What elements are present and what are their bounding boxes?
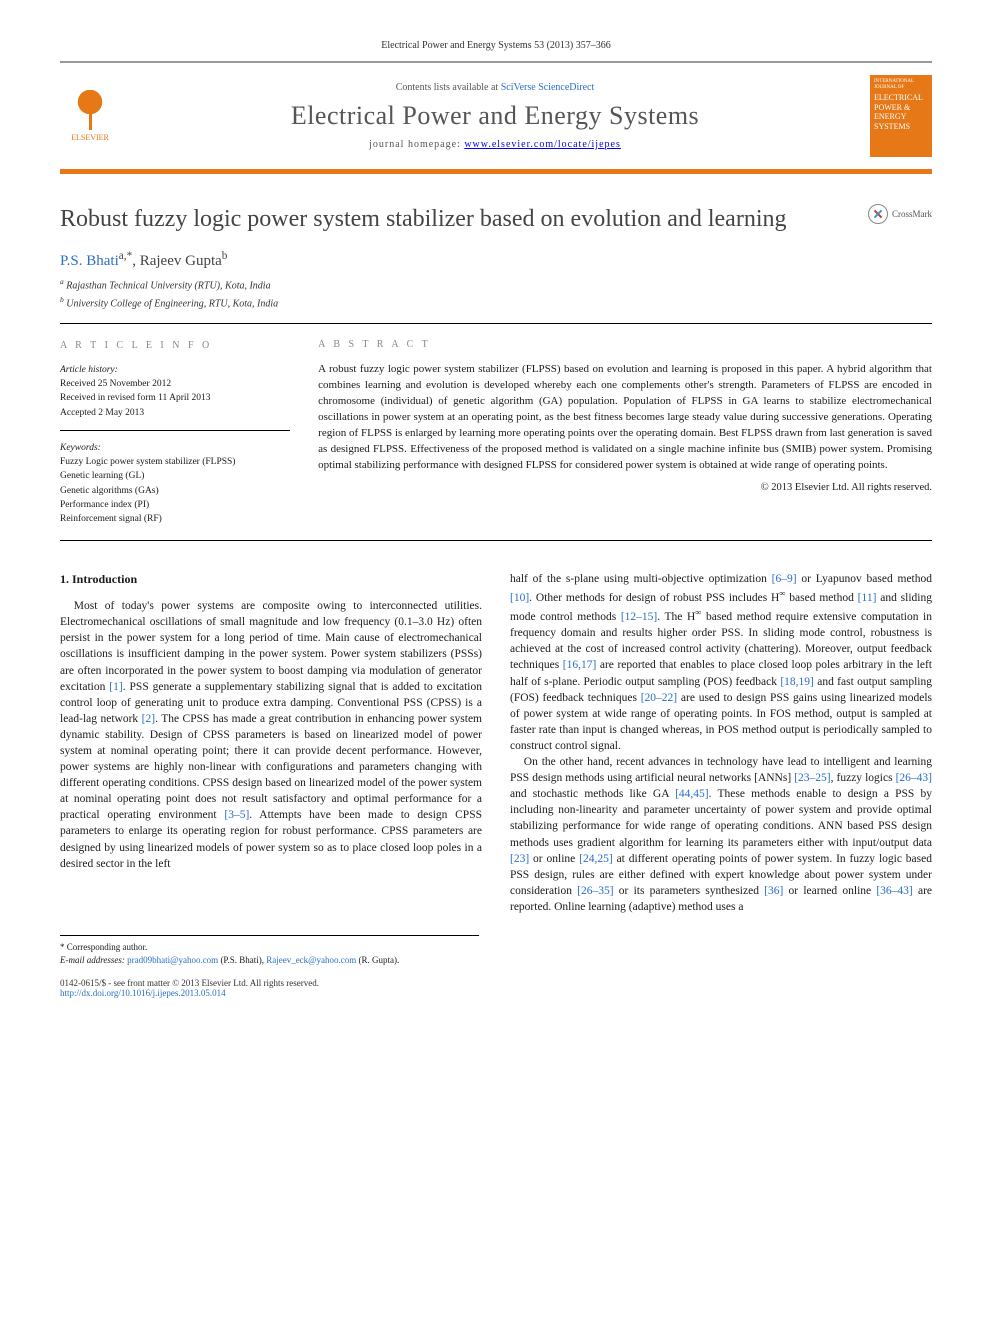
abstract-heading: A B S T R A C T — [318, 338, 932, 353]
keywords-label: Keywords: — [60, 441, 290, 455]
email-2-who: (R. Gupta). — [356, 955, 399, 965]
email-label: E-mail addresses: — [60, 955, 127, 965]
title-row: Robust fuzzy logic power system stabiliz… — [60, 204, 932, 235]
journal-title: Electrical Power and Energy Systems — [120, 101, 870, 131]
ref-12-15-link[interactable]: [12–15] — [621, 611, 657, 623]
journal-header-box: ELSEVIER Contents lists available at Sci… — [60, 61, 932, 174]
info-abstract-row: A R T I C L E I N F O Article history: R… — [60, 323, 932, 542]
contents-lists-line: Contents lists available at SciVerse Sci… — [120, 82, 870, 93]
intro-paragraph-right-1: half of the s-plane using multi-objectiv… — [510, 571, 932, 754]
journal-reference: Electrical Power and Energy Systems 53 (… — [60, 40, 932, 51]
author-sep: , Rajeev Gupta — [132, 253, 222, 269]
crossmark-label: CrossMark — [892, 209, 932, 219]
issn-copyright: 0142-0615/$ - see front matter © 2013 El… — [60, 978, 319, 988]
homepage-link[interactable]: www.elsevier.com/locate/ijepes — [464, 139, 621, 150]
contents-prefix: Contents lists available at — [396, 82, 501, 93]
ref-11-link[interactable]: [11] — [858, 592, 877, 604]
ref-26-43-link[interactable]: [26–43] — [896, 772, 932, 784]
email-1-link[interactable]: prad09bhati@yahoo.com — [127, 955, 218, 965]
r2: or Lyapunov based method — [797, 573, 932, 585]
r4: based method — [785, 592, 857, 604]
elsevier-logo: ELSEVIER — [60, 81, 120, 151]
r6: . The H — [657, 611, 695, 623]
email-addresses-line: E-mail addresses: prad09bhati@yahoo.com … — [60, 954, 479, 967]
right-column: half of the s-plane using multi-objectiv… — [510, 571, 932, 915]
corresponding-author-note: * Corresponding author. — [60, 941, 479, 954]
homepage-prefix: journal homepage: — [369, 139, 464, 150]
article-title: Robust fuzzy logic power system stabiliz… — [60, 204, 868, 235]
r1: half of the s-plane using multi-objectiv… — [510, 573, 772, 585]
author-2-sup: b — [222, 250, 228, 262]
doi-link[interactable]: http://dx.doi.org/10.1016/j.ijepes.2013.… — [60, 988, 226, 998]
revised-date: Received in revised form 11 April 2013 — [60, 391, 290, 405]
ref-36-link[interactable]: [36] — [764, 885, 783, 897]
left-column: 1. Introduction Most of today's power sy… — [60, 571, 482, 915]
journal-cover-thumbnail: INTERNATIONAL JOURNAL OF ELECTRICAL POWE… — [870, 75, 932, 157]
ref-23-25-link[interactable]: [23–25] — [794, 772, 830, 784]
body-columns: 1. Introduction Most of today's power sy… — [60, 571, 932, 915]
author-1-link[interactable]: P.S. Bhati — [60, 253, 119, 269]
keyword-2: Genetic learning (GL) — [60, 469, 290, 483]
ref-44-45-link[interactable]: [44,45] — [675, 788, 709, 800]
publisher-name: ELSEVIER — [71, 133, 109, 142]
author-1-sup: a,* — [119, 250, 132, 262]
ref-2-link[interactable]: [2] — [142, 713, 155, 725]
sciencedirect-link[interactable]: SciVerse ScienceDirect — [501, 82, 595, 93]
ref-24-25-link[interactable]: [24,25] — [579, 853, 613, 865]
ref-1-link[interactable]: [1] — [109, 681, 122, 693]
article-info-column: A R T I C L E I N F O Article history: R… — [60, 324, 304, 541]
ref-20-22-link[interactable]: [20–22] — [641, 692, 677, 704]
s2: , fuzzy logics — [831, 772, 896, 784]
email-2-link[interactable]: Rajeev_eck@yahoo.com — [266, 955, 356, 965]
s8: or learned online — [783, 885, 876, 897]
cover-main-text: ELECTRICAL POWER & ENERGY SYSTEMS — [874, 93, 928, 131]
abstract-copyright: © 2013 Elsevier Ltd. All rights reserved… — [318, 480, 932, 495]
ref-18-19-link[interactable]: [18,19] — [780, 676, 814, 688]
cover-top-text: INTERNATIONAL JOURNAL OF — [874, 79, 928, 91]
abstract-text: A robust fuzzy logic power system stabil… — [318, 362, 932, 474]
t3: . The CPSS has made a great contribution… — [60, 713, 482, 822]
keyword-5: Reinforcement signal (RF) — [60, 512, 290, 526]
ref-26-35-link[interactable]: [26–35] — [577, 885, 613, 897]
ref-6-9-link[interactable]: [6–9] — [772, 573, 797, 585]
ref-10-link[interactable]: [10] — [510, 592, 529, 604]
aff-a-text: Rajasthan Technical University (RTU), Ko… — [66, 281, 270, 292]
r3: . Other methods for design of robust PSS… — [529, 592, 779, 604]
s3: and stochastic methods like GA — [510, 788, 675, 800]
ref-3-5-link[interactable]: [3–5] — [224, 809, 249, 821]
intro-paragraph-left: Most of today's power systems are compos… — [60, 598, 482, 872]
header-center: Contents lists available at SciVerse Sci… — [120, 82, 870, 150]
keyword-4: Performance index (PI) — [60, 498, 290, 512]
t1: Most of today's power systems are compos… — [60, 600, 482, 692]
crossmark-icon — [868, 204, 888, 224]
keyword-1: Fuzzy Logic power system stabilizer (FLP… — [60, 455, 290, 469]
elsevier-tree-icon — [70, 90, 110, 130]
intro-paragraph-right-2: On the other hand, recent advances in te… — [510, 754, 932, 915]
s7: or its parameters synthesized — [614, 885, 765, 897]
footer-row: 0142-0615/$ - see front matter © 2013 El… — [60, 978, 932, 998]
ref-23-link[interactable]: [23] — [510, 853, 529, 865]
affiliation-a: a Rajasthan Technical University (RTU), … — [60, 276, 932, 293]
ref-16-17-link[interactable]: [16,17] — [563, 659, 597, 671]
footer-left: 0142-0615/$ - see front matter © 2013 El… — [60, 978, 319, 998]
authors-line: P.S. Bhatia,*, Rajeev Guptab — [60, 250, 932, 270]
affiliation-b: b University College of Engineering, RTU… — [60, 294, 932, 311]
email-1-who: (P.S. Bhati), — [218, 955, 266, 965]
affiliations: a Rajasthan Technical University (RTU), … — [60, 276, 932, 311]
journal-homepage-line: journal homepage: www.elsevier.com/locat… — [120, 139, 870, 150]
keyword-3: Genetic algorithms (GAs) — [60, 484, 290, 498]
received-date: Received 25 November 2012 — [60, 377, 290, 391]
article-info-heading: A R T I C L E I N F O — [60, 338, 290, 353]
section-1-heading: 1. Introduction — [60, 571, 482, 588]
crossmark-badge[interactable]: CrossMark — [868, 204, 932, 224]
ref-36-43-link[interactable]: [36–43] — [876, 885, 912, 897]
history-block: Article history: Received 25 November 20… — [60, 363, 290, 431]
accepted-date: Accepted 2 May 2013 — [60, 406, 290, 420]
history-label: Article history: — [60, 363, 290, 377]
footnote-block: * Corresponding author. E-mail addresses… — [60, 935, 479, 966]
s5: or online — [529, 853, 579, 865]
aff-b-text: University College of Engineering, RTU, … — [66, 298, 278, 309]
abstract-column: A B S T R A C T A robust fuzzy logic pow… — [304, 324, 932, 541]
